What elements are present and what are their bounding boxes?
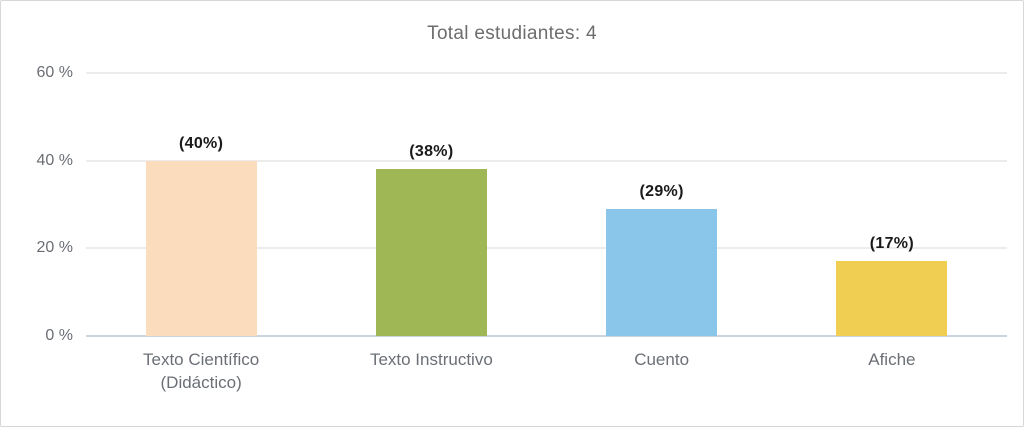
gridline: [86, 159, 1007, 162]
bar-value-label: (40%): [179, 134, 224, 152]
bar-value-label: (17%): [869, 235, 914, 253]
x-axis-labels: Texto Científico (Didáctico) Texto Instru…: [86, 348, 1007, 408]
bar-value-label: (29%): [639, 182, 684, 200]
y-axis-tick-label: 60 %: [36, 64, 73, 81]
x-axis-line: [86, 335, 1007, 337]
y-axis-tick-label: 0 %: [45, 327, 73, 344]
bar-2: [375, 169, 487, 336]
y-axis-tick-label: 20 %: [36, 239, 73, 257]
gridline: [86, 247, 1007, 250]
x-axis-category-label: Texto Instructivo: [369, 350, 493, 369]
bar-value-label: (38%): [409, 143, 454, 161]
bar-3: [606, 208, 718, 336]
gridline: [86, 72, 1007, 74]
chart-title: Total estudiantes: 4: [427, 23, 597, 44]
plot-area: (40%) (38%) (29%) (17%): [86, 72, 1007, 337]
x-axis-category-label: Texto Científico (Didáctico): [143, 350, 260, 392]
bar-4: [836, 261, 948, 336]
bar-1: [145, 160, 257, 336]
y-axis-tick-label: 40 %: [36, 151, 73, 169]
x-axis-category-label: Afiche: [868, 350, 916, 369]
x-axis-category-label: Cuento: [634, 350, 690, 369]
